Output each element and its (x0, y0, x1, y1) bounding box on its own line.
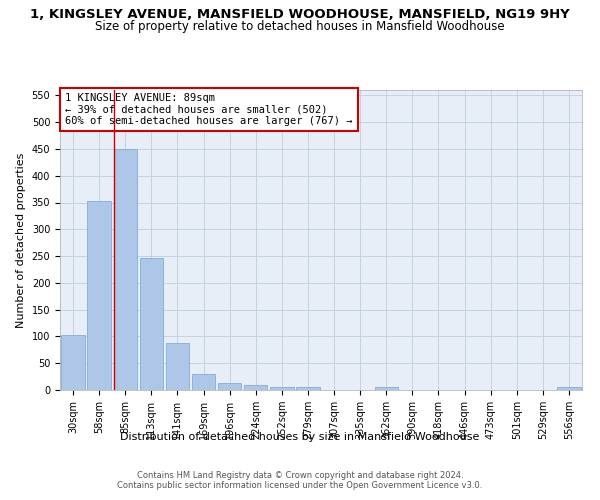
Text: Contains HM Land Registry data © Crown copyright and database right 2024.
Contai: Contains HM Land Registry data © Crown c… (118, 470, 482, 490)
Bar (140, 258, 163, 390)
Y-axis label: Number of detached properties: Number of detached properties (16, 152, 26, 328)
Text: Distribution of detached houses by size in Mansfield Woodhouse: Distribution of detached houses by size … (121, 432, 479, 442)
Bar (374, 387, 398, 390)
Bar (166, 343, 189, 390)
Bar (557, 388, 581, 390)
Bar (61, 335, 85, 390)
Bar (113, 150, 137, 390)
Text: 1 KINGSLEY AVENUE: 89sqm
← 39% of detached houses are smaller (502)
60% of semi-: 1 KINGSLEY AVENUE: 89sqm ← 39% of detach… (65, 93, 353, 126)
Bar (244, 385, 268, 390)
Bar (270, 388, 293, 390)
Bar (296, 388, 320, 390)
Text: 1, KINGSLEY AVENUE, MANSFIELD WOODHOUSE, MANSFIELD, NG19 9HY: 1, KINGSLEY AVENUE, MANSFIELD WOODHOUSE,… (30, 8, 570, 20)
Bar (88, 201, 111, 390)
Bar (192, 374, 215, 390)
Text: Size of property relative to detached houses in Mansfield Woodhouse: Size of property relative to detached ho… (95, 20, 505, 33)
Bar (218, 383, 241, 390)
